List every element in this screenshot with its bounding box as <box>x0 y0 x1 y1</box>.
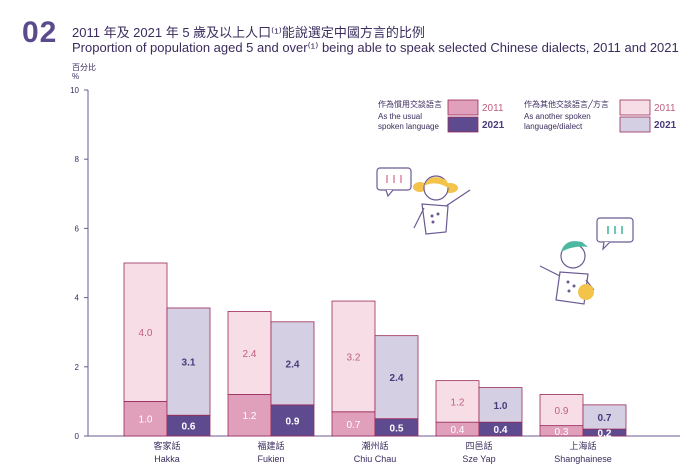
data-label-2011-other: 1.2 <box>451 397 465 408</box>
speaking-girl-illustration <box>376 167 471 235</box>
bar-2021-other <box>582 404 627 430</box>
x-category-label-cn: 四邑話 <box>465 440 492 451</box>
legend-other-label-en-1: As another spoken <box>524 112 591 121</box>
chart-title-english: Proportion of population aged 5 and over… <box>72 40 679 55</box>
data-label-2011-other: 4.0 <box>139 328 153 339</box>
bar-2011-usual <box>123 400 168 437</box>
data-label-2011-usual: 0.4 <box>451 425 465 436</box>
legend-other-2011-label: 2011 <box>654 103 676 114</box>
legend-usual-2021-label: 2021 <box>482 120 505 131</box>
bar-2021-other <box>478 387 523 423</box>
legend: 作為慣用交談語言 As the usual spoken language 20… <box>378 99 677 133</box>
figure-number: 02 <box>22 16 58 49</box>
x-category-label-cn: 潮州話 <box>361 440 388 451</box>
data-label-2021-other: 2.4 <box>286 359 300 370</box>
data-label-2021-usual: 0.2 <box>598 429 612 440</box>
bar-2021-usual <box>270 404 315 437</box>
data-label-2021-other: 1.0 <box>494 401 508 412</box>
data-label-2011-usual: 1.0 <box>139 415 153 426</box>
x-category-label-en: Shanghainese <box>554 454 612 464</box>
legend-other-label-cn: 作為其他交談語言╱方言 <box>524 99 609 109</box>
speaking-boy-illustration <box>539 217 634 305</box>
legend-usual-label-en-2: spoken language <box>378 122 439 131</box>
bar-group: 1.0 4.0 0.6 3.1 1.2 2.4 0.9 2.4 0.7 3.2 0.5 2.4 0.4 1… <box>123 262 627 440</box>
y-tick-label: 10 <box>70 86 79 95</box>
x-category-label-en: Hakka <box>154 454 180 464</box>
data-label-2011-other: 3.2 <box>347 352 361 363</box>
y-tick-label: 0 <box>75 432 80 441</box>
y-axis-ticks: 0 2 4 6 8 10 <box>70 86 88 441</box>
legend-swatch-other-2011 <box>619 99 651 116</box>
legend-swatch-other-2021 <box>619 116 651 133</box>
data-label-2011-usual: 0.3 <box>555 427 569 438</box>
bar-2021-other <box>374 335 419 420</box>
legend-other-2021-label: 2021 <box>654 120 677 131</box>
data-label-2021-other: 2.4 <box>390 373 404 384</box>
legend-usual-2011-label: 2011 <box>482 103 504 114</box>
data-label-2021-usual: 0.4 <box>494 425 508 436</box>
data-label-2011-usual: 1.2 <box>243 411 257 422</box>
y-tick-label: 2 <box>75 363 80 372</box>
x-category-label-cn: 上海話 <box>569 440 596 451</box>
bar-2021-other <box>166 307 211 416</box>
legend-other-label-en-2: language/dialect <box>524 122 583 131</box>
legend-swatch-usual-2021 <box>447 116 479 133</box>
y-axis-unit-chinese: 百分比 <box>72 63 96 72</box>
x-category-label-en: Chiu Chau <box>354 454 397 464</box>
bar-2011-usual <box>227 394 272 437</box>
y-tick-label: 4 <box>75 294 80 303</box>
data-label-2021-usual: 0.5 <box>390 423 404 434</box>
data-label-2011-other: 0.9 <box>555 406 569 417</box>
x-category-label-en: Fukien <box>257 454 284 464</box>
x-category-label-en: Sze Yap <box>462 454 495 464</box>
data-label-2021-other: 0.7 <box>598 413 612 424</box>
data-label-2021-usual: 0.9 <box>286 416 300 427</box>
data-label-2021-other: 3.1 <box>182 358 196 369</box>
data-label-2021-usual: 0.6 <box>182 422 196 433</box>
data-label-2011-other: 2.4 <box>243 349 257 360</box>
legend-usual-label-en-1: As the usual <box>378 112 422 121</box>
legend-usual-label-cn: 作為慣用交談語言 <box>378 99 442 109</box>
x-category-label-cn: 福建話 <box>257 440 284 451</box>
x-category-label-cn: 客家話 <box>153 440 180 451</box>
x-axis-labels: 客家話 Hakka 福建話 Fukien 潮州話 Chiu Chau 四邑話 Sze Yap 上… <box>153 440 611 464</box>
y-tick-label: 6 <box>75 224 80 233</box>
y-axis-unit-symbol: % <box>72 72 80 81</box>
data-label-2011-usual: 0.7 <box>347 420 361 431</box>
y-tick-label: 8 <box>75 155 80 164</box>
chart-title-chinese: 2011 年及 2021 年 5 歲及以上人口⁽¹⁾能說選定中國方言的比例 <box>72 25 425 40</box>
bar-2011-other <box>435 380 480 423</box>
bar-2021-other <box>270 321 315 406</box>
legend-swatch-usual-2011 <box>447 99 479 116</box>
